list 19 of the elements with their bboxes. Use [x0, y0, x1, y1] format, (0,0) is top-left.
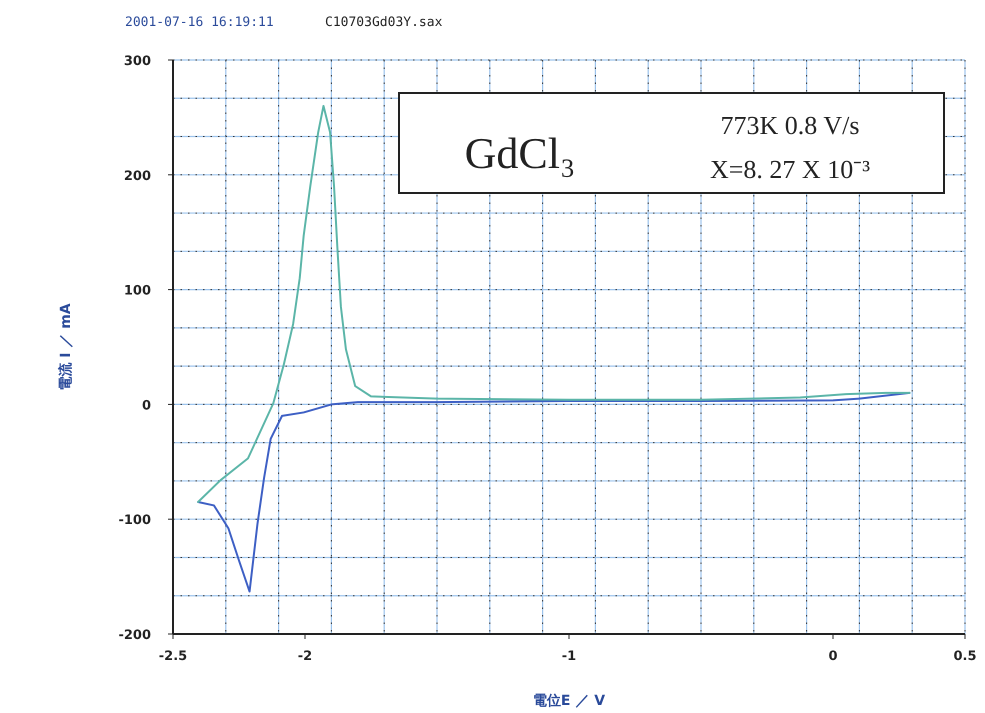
y-tick-label: 200: [124, 168, 151, 184]
x-tick-label: -2: [298, 649, 312, 664]
x-tick-label: 0: [828, 649, 838, 664]
y-tick-label: 0: [142, 398, 151, 414]
text: 2001-07-16 16:19:11: [125, 15, 274, 30]
x-axis-title: 電位E ／ V: [532, 693, 606, 709]
annotation: GdCl₃: [464, 129, 576, 178]
x-tick-label: -2.5: [158, 649, 188, 664]
x-tick-label: -1: [562, 649, 576, 664]
annotation: 773K 0.8 V/s: [720, 111, 860, 140]
y-axis-title: 電流 I ／ mA: [57, 303, 74, 391]
text: C10703Gd03Y.sax: [325, 15, 443, 30]
y-tick-label: -200: [118, 628, 151, 643]
y-tick-label: 100: [124, 284, 151, 299]
y-tick-label: 300: [124, 54, 151, 69]
line-series: [197, 104, 911, 503]
y-tick-label: -100: [118, 513, 151, 528]
annotation: X=8. 27 X 10⁻³: [710, 155, 870, 184]
x-tick-label: 0.5: [953, 649, 977, 664]
